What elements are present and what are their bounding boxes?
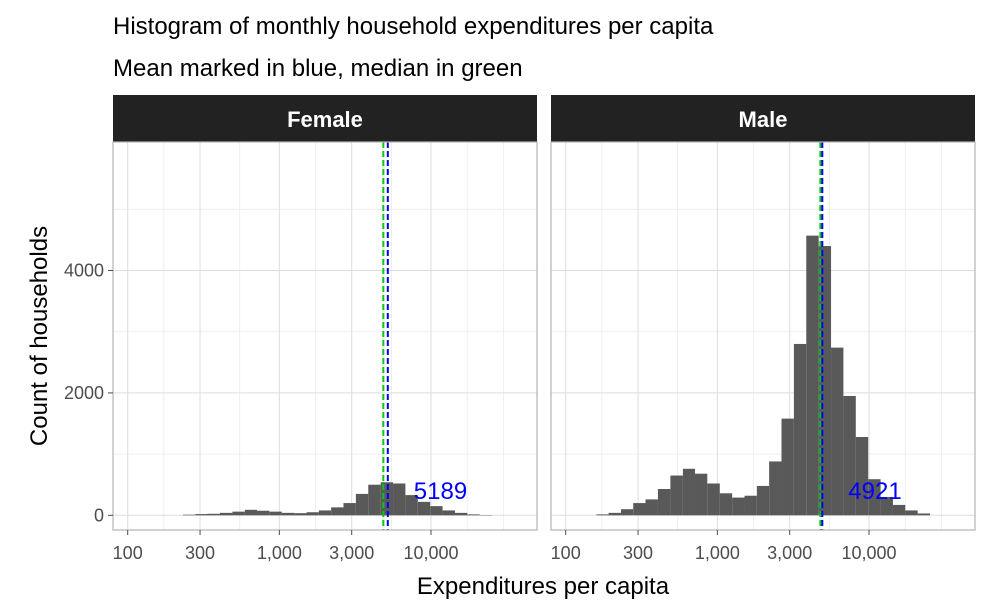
mean-label: 4921 bbox=[848, 478, 901, 505]
x-tick-label: 3,000 bbox=[329, 543, 374, 563]
y-axis-title: Count of households bbox=[26, 226, 53, 446]
x-tick-label: 10,000 bbox=[841, 543, 896, 563]
histogram-bar bbox=[306, 512, 319, 516]
facet-strip bbox=[113, 95, 537, 142]
panel-border bbox=[550, 141, 976, 531]
histogram-bar bbox=[707, 483, 720, 516]
histogram-bar bbox=[467, 514, 480, 516]
histogram-bar bbox=[417, 501, 431, 516]
histogram-bar bbox=[793, 343, 807, 516]
chart-title: Histogram of monthly household expenditu… bbox=[113, 13, 714, 40]
histogram-bar bbox=[633, 503, 646, 516]
histogram-bar bbox=[831, 347, 844, 516]
histogram-bar bbox=[368, 484, 381, 516]
x-tick-label: 3,000 bbox=[767, 543, 812, 563]
y-tick-label: 0 bbox=[94, 505, 104, 525]
histogram-bar bbox=[318, 510, 332, 516]
histogram-bar bbox=[620, 509, 634, 516]
histogram-bar bbox=[744, 495, 757, 516]
x-tick-label: 1,000 bbox=[695, 543, 740, 563]
histogram-bar bbox=[781, 418, 794, 516]
histogram-bar bbox=[281, 512, 295, 516]
x-tick-label: 10,000 bbox=[403, 543, 458, 563]
histogram-bar bbox=[343, 503, 356, 516]
histogram-bar bbox=[442, 510, 455, 516]
x-tick-label: 1,000 bbox=[257, 543, 302, 563]
histogram-bar bbox=[756, 485, 770, 516]
histogram-bar bbox=[195, 514, 208, 516]
facet-strip-label: Female bbox=[287, 107, 363, 132]
histogram-bar bbox=[732, 497, 745, 516]
x-axis-title: Expenditures per capita bbox=[417, 573, 670, 600]
x-tick-label: 100 bbox=[551, 543, 581, 563]
histogram-bar bbox=[405, 495, 418, 516]
histogram-bar bbox=[182, 514, 196, 516]
histogram-bar bbox=[868, 479, 881, 516]
histogram-bar bbox=[855, 436, 869, 516]
histogram-bar bbox=[294, 513, 307, 516]
histogram-bar bbox=[769, 461, 782, 516]
histogram-bar bbox=[232, 511, 245, 516]
histogram-bar bbox=[905, 510, 918, 516]
histogram-bar bbox=[207, 513, 220, 516]
x-tick-label: 300 bbox=[185, 543, 215, 563]
histogram-bar bbox=[719, 493, 733, 516]
histogram-bar bbox=[454, 512, 468, 516]
histogram-bar bbox=[843, 395, 856, 516]
facet-panels: Female 5189 100 300 1,000 3,000 10,000 0 2000 400… bbox=[64, 95, 976, 563]
histogram-bar bbox=[430, 506, 443, 516]
facet-strip bbox=[551, 95, 975, 142]
x-tick-label: 300 bbox=[623, 543, 653, 563]
histogram-bar bbox=[331, 507, 344, 516]
histogram-bar bbox=[608, 512, 621, 516]
histogram-bar bbox=[269, 511, 282, 516]
histogram-bar bbox=[596, 514, 609, 516]
histogram-bar bbox=[244, 509, 257, 516]
facet-panel-female: Female 5189 100 300 1,000 3,000 10,000 0 2000 400… bbox=[64, 95, 538, 563]
mean-label: 5189 bbox=[414, 478, 467, 505]
histogram-bar bbox=[880, 496, 893, 516]
histogram-bar bbox=[256, 510, 270, 516]
y-tick-label: 2000 bbox=[64, 383, 104, 403]
histogram-bar bbox=[917, 513, 931, 516]
histogram-bar bbox=[219, 512, 233, 516]
y-tick-label: 4000 bbox=[64, 261, 104, 281]
histogram-bar bbox=[645, 499, 658, 516]
facet-panel-male: Male 4921 100 300 1,000 3,000 10,000 bbox=[550, 95, 976, 563]
histogram-bar bbox=[393, 483, 406, 516]
panel-border bbox=[112, 141, 538, 531]
chart-subtitle: Mean marked in blue, median in green bbox=[113, 55, 523, 82]
histogram-bar bbox=[694, 473, 708, 516]
histogram-bar bbox=[806, 235, 819, 516]
facet-strip-label: Male bbox=[739, 107, 788, 132]
histogram-bar bbox=[682, 468, 695, 516]
histogram-bar bbox=[892, 504, 906, 516]
histogram-bar bbox=[670, 475, 683, 516]
histogram-bar bbox=[657, 488, 671, 516]
x-tick-label: 100 bbox=[113, 543, 143, 563]
histogram-bar bbox=[355, 493, 369, 516]
